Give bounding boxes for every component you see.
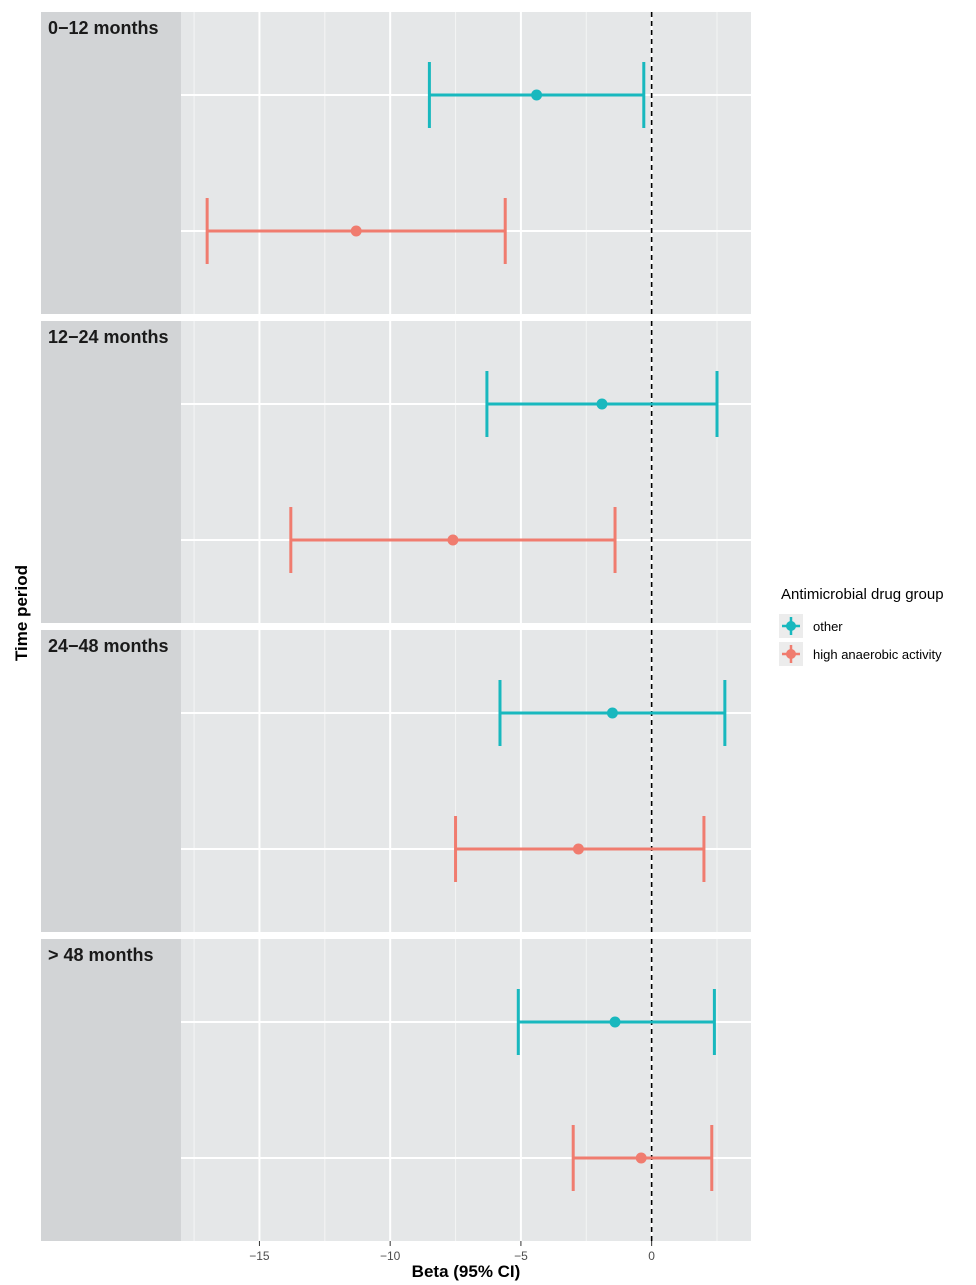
facet-strip xyxy=(41,939,181,1241)
point-estimate xyxy=(609,1016,621,1028)
point-estimate xyxy=(350,225,362,237)
facet-panel: 12−24 months xyxy=(41,321,751,623)
error-bar xyxy=(427,62,646,128)
facet-label: 24−48 months xyxy=(48,636,169,656)
legend-title: Antimicrobial drug group xyxy=(781,586,944,603)
x-axis-title: Beta (95% CI) xyxy=(412,1262,521,1281)
legend: Antimicrobial drug group other high anaer… xyxy=(779,586,944,666)
facet-panel: 0−12 months xyxy=(41,12,751,314)
error-bar xyxy=(205,198,507,264)
facet-strip xyxy=(41,321,181,623)
point-estimate xyxy=(635,1152,647,1164)
x-tick-label: 0 xyxy=(648,1249,655,1263)
panel-background xyxy=(181,321,751,623)
point-estimate xyxy=(572,843,584,855)
facet-label: 12−24 months xyxy=(48,327,169,347)
legend-item: other xyxy=(779,614,843,638)
legend-label: high anaerobic activity xyxy=(813,647,942,662)
panel-background xyxy=(181,939,751,1241)
error-bar xyxy=(571,1125,714,1191)
legend-label: other xyxy=(813,619,843,634)
y-axis-title: Time period xyxy=(12,565,31,661)
facet-strip xyxy=(41,630,181,932)
legend-item: high anaerobic activity xyxy=(779,642,942,666)
facet-strip xyxy=(41,12,181,314)
facet-panel: > 48 months xyxy=(41,939,751,1241)
panel-background xyxy=(181,12,751,314)
error-bar xyxy=(454,816,706,882)
x-tick-label: −15 xyxy=(249,1249,270,1263)
point-estimate xyxy=(596,398,608,410)
error-bar xyxy=(485,371,719,437)
panel-background xyxy=(181,630,751,932)
error-bar xyxy=(516,989,716,1055)
x-tick-label: −10 xyxy=(380,1249,401,1263)
legend-key-point xyxy=(786,621,796,631)
point-estimate xyxy=(606,707,618,719)
facet-panel: 24−48 months xyxy=(41,630,751,932)
point-estimate xyxy=(531,89,543,101)
error-bar xyxy=(289,507,617,573)
error-bar xyxy=(498,680,727,746)
legend-key-point xyxy=(786,649,796,659)
facet-label: > 48 months xyxy=(48,945,154,965)
panels-group: 0−12 months 12−24 months 24−48 months > 48 … xyxy=(41,12,751,1241)
x-tick-label: −5 xyxy=(514,1249,528,1263)
point-estimate xyxy=(447,534,459,546)
facet-label: 0−12 months xyxy=(48,18,159,38)
x-axis: −15 −10 −5 0 xyxy=(249,1241,655,1263)
